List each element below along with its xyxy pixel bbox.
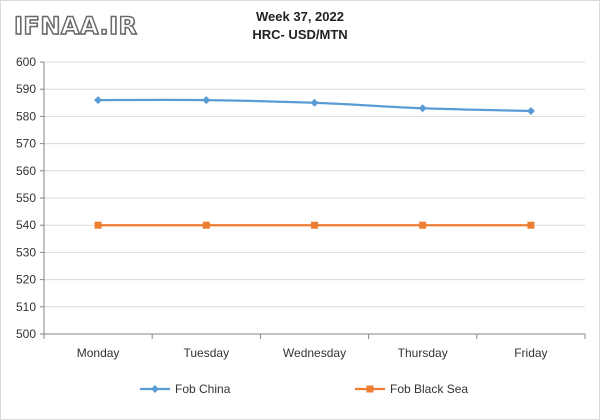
y-tick-label: 570 [16,137,36,151]
y-tick-label: 520 [16,273,36,287]
chart-title: Week 37, 2022 [256,9,344,24]
data-point [310,98,319,107]
y-tick-label: 600 [16,55,36,69]
y-tick-label: 510 [16,300,36,314]
series-fob-black-sea [94,221,535,229]
y-tick-label: 590 [16,82,36,96]
series-fob-china [94,96,535,115]
data-point [94,96,103,105]
data-point [418,104,427,113]
data-point [202,96,211,105]
x-tick-label: Thursday [398,346,448,360]
y-tick-label: 560 [16,164,36,178]
series-layer [94,96,535,229]
data-point [94,221,102,229]
y-tick-label: 540 [16,218,36,232]
data-point [527,221,535,229]
legend-item: Fob Black Sea [355,382,468,396]
y-tick-label: 530 [16,245,36,259]
legend-item: Fob China [140,382,231,396]
data-point [366,385,374,393]
legend: Fob China Fob Black Sea [140,382,468,396]
axes: 500 510 520 530 540 550 560 570 580 590 600 Monday T… [16,55,586,360]
data-point [202,221,210,229]
y-tick-label: 500 [16,327,36,341]
y-tick-label: 550 [16,191,36,205]
x-tick-label: Friday [514,346,547,360]
data-point [526,106,535,115]
data-point [311,221,318,229]
legend-label: Fob China [175,382,231,396]
watermark-logo: IFNAA.IR [13,11,138,41]
x-tick-label: Monday [77,346,120,360]
chart-subtitle: HRC- USD/MTN [252,27,348,42]
legend-label: Fob Black Sea [390,382,468,396]
x-tick-label: Wednesday [283,346,346,360]
x-tick-label: Tuesday [184,346,230,360]
y-tick-label: 580 [16,109,36,123]
chart-title-block: Week 37, 2022 HRC- USD/MTN [0,8,600,44]
data-point [419,221,427,229]
data-point [151,385,159,393]
